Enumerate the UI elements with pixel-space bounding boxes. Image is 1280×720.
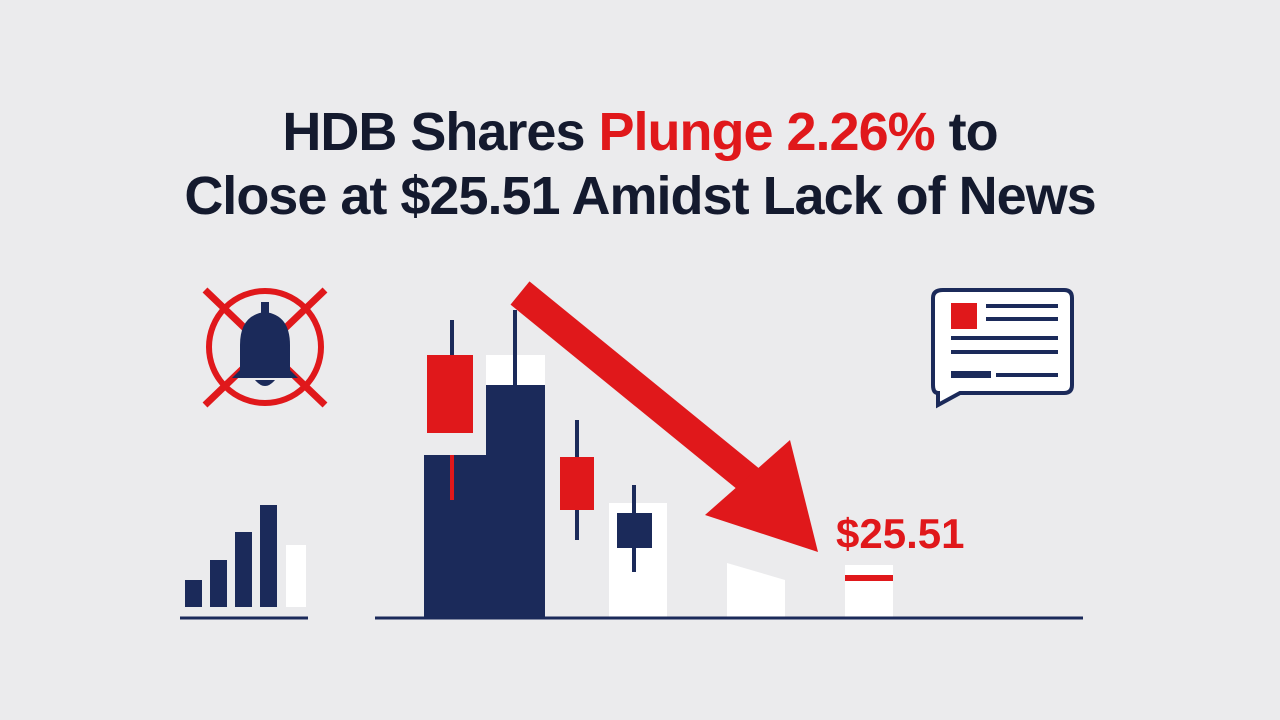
headline-text: HDB Shares [282,102,585,162]
candles [375,310,1083,620]
headline-line-2: Close at $25.51 Amidst Lack of News [184,166,1096,226]
price-label: $25.51 [836,510,965,557]
headline-highlight: Plunge 2.26% [598,102,936,162]
down-arrow [510,281,818,552]
headline-text: to [948,102,999,162]
headline-line-1: HDB Shares Plunge 2.26% to [0,100,1280,164]
bars-icon [180,505,308,620]
news-icon [931,288,1074,409]
no-alert-icon [202,287,328,408]
headline: HDB Shares Plunge 2.26% to Close at $25.51… [0,100,1280,228]
